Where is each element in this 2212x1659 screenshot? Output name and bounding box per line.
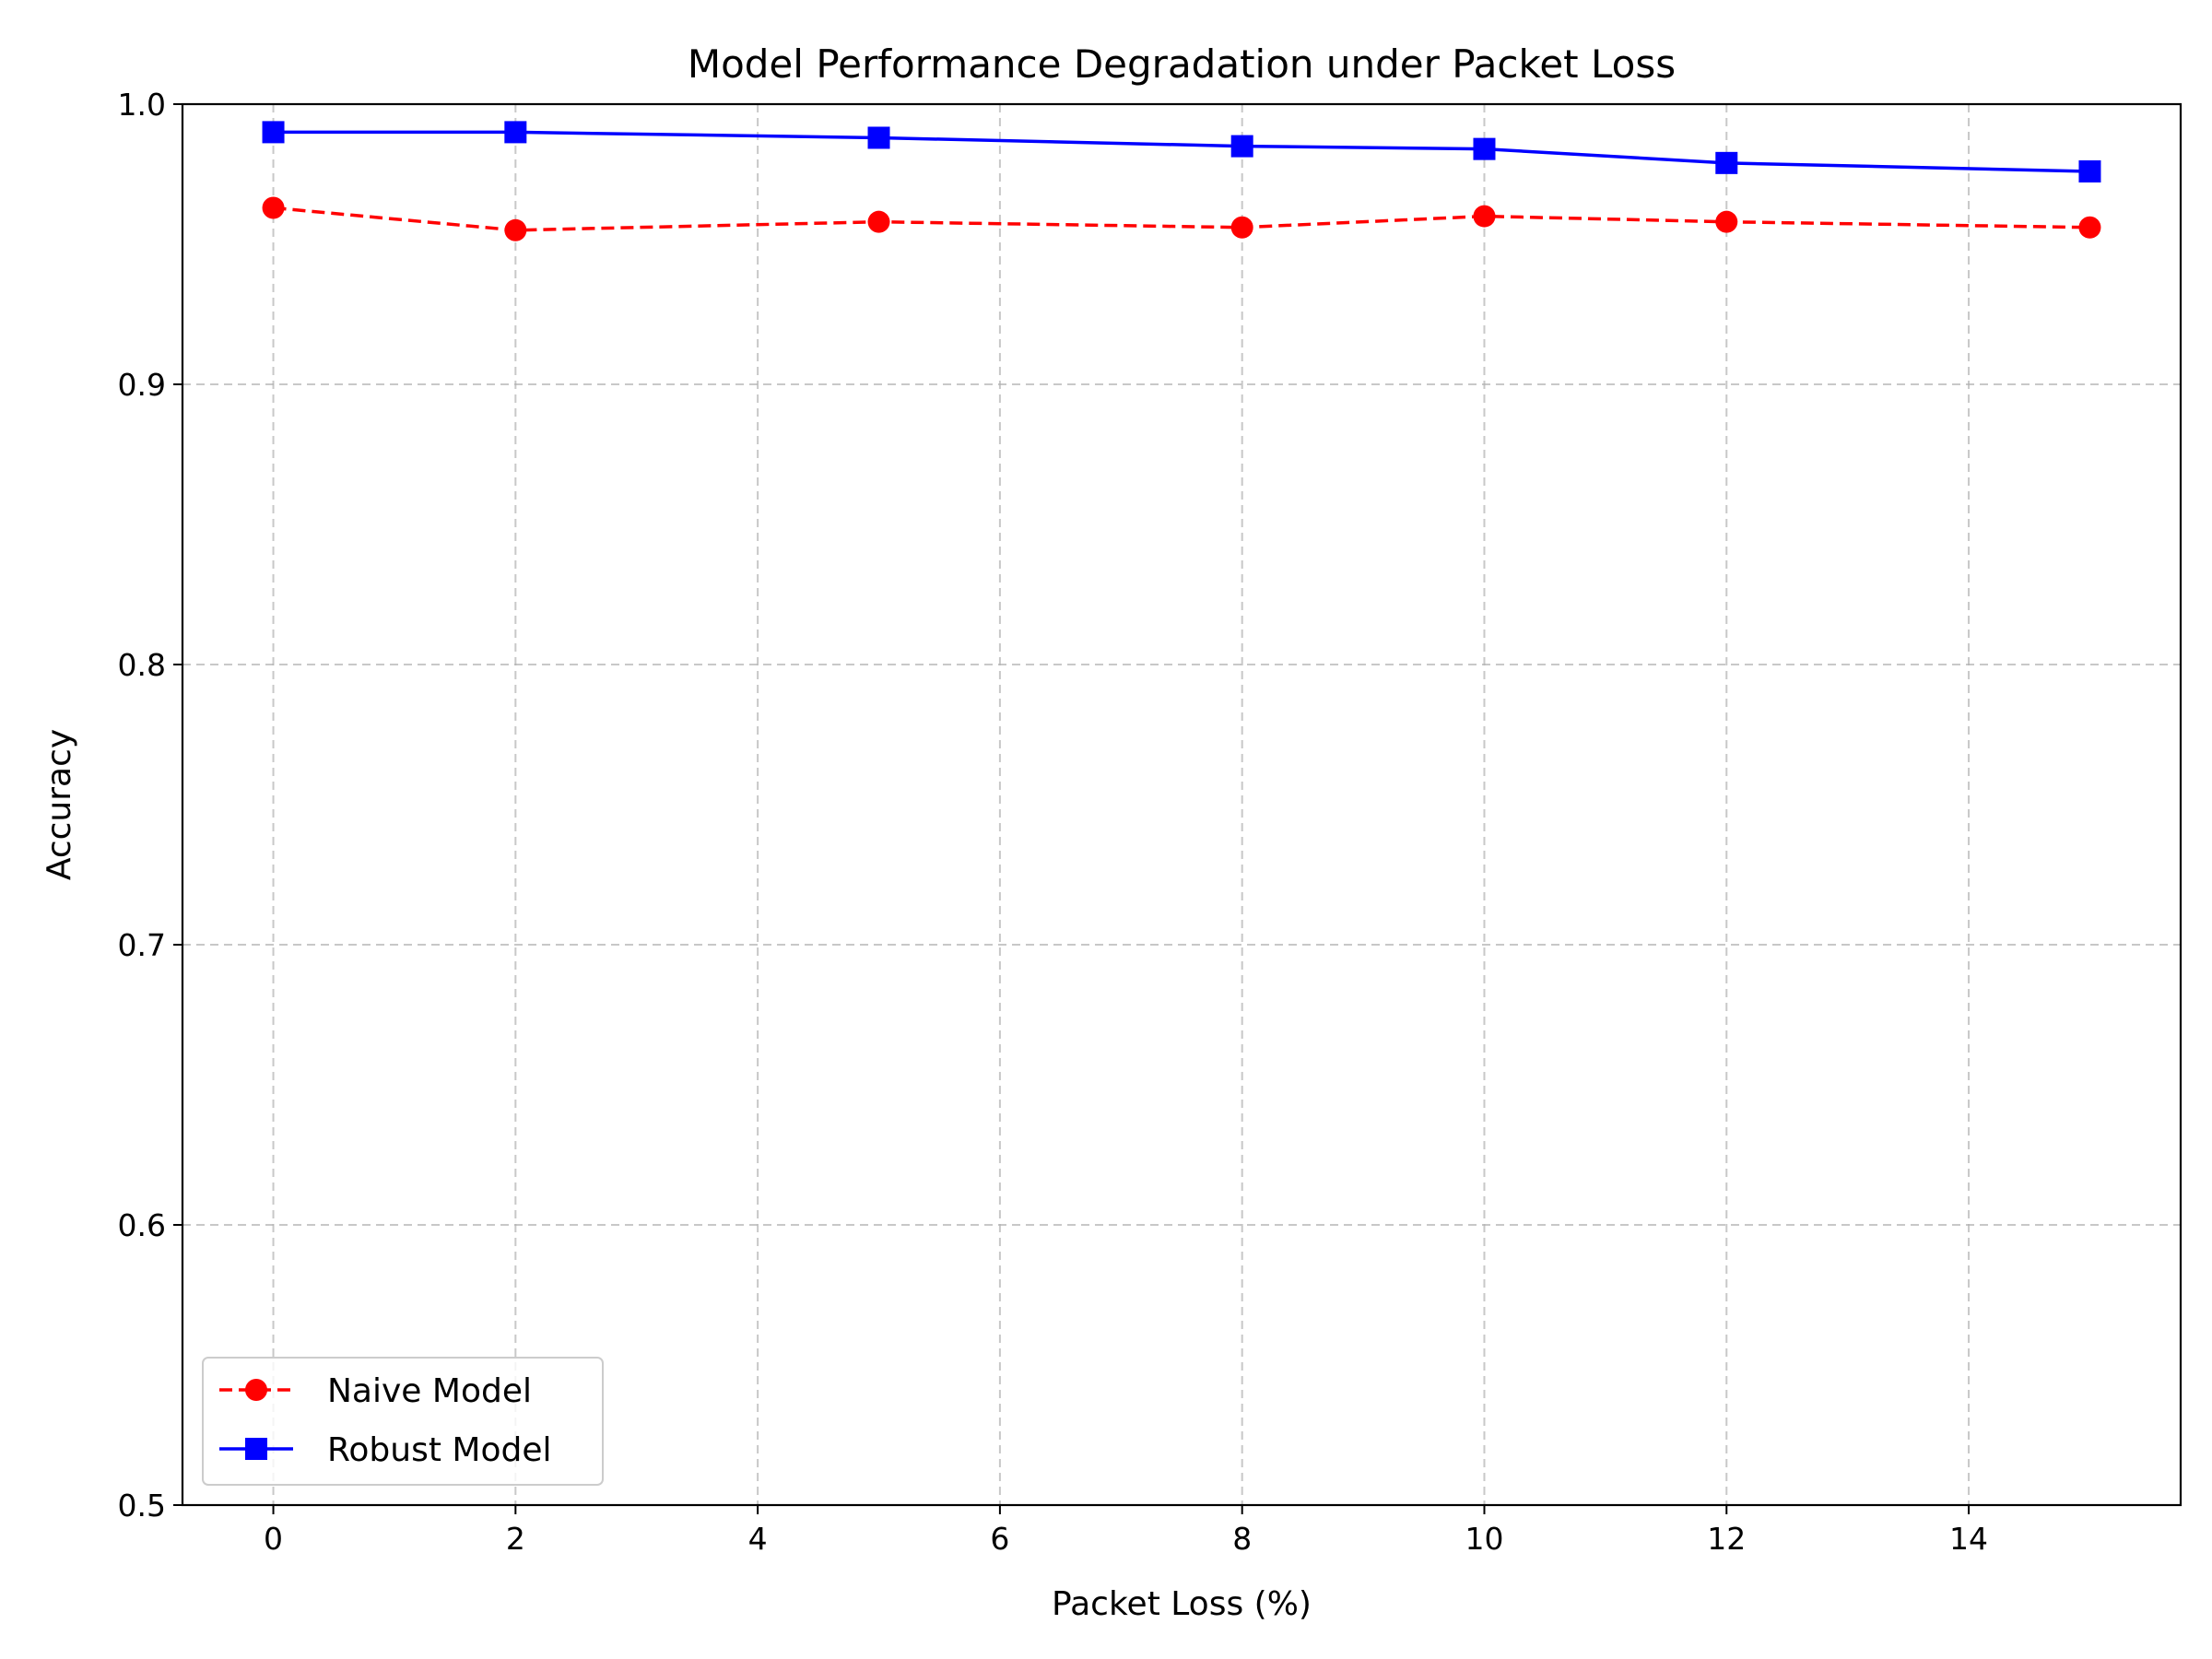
x-tick-label: 14 [1949,1521,1988,1557]
x-axis-label: Packet Loss (%) [1052,1585,1312,1623]
data-point-robust-model [1715,151,1738,174]
legend-robust-label: Robust Model [327,1431,552,1469]
y-tick-label: 0.9 [118,367,166,403]
series-robust-model [262,121,2101,182]
legend-naive-marker [245,1379,267,1401]
data-point-robust-model [1473,137,1496,160]
x-tick-label: 2 [506,1521,525,1557]
data-point-naive-model [1715,210,1738,233]
x-tick-label: 0 [264,1521,283,1557]
x-tick-label: 8 [1232,1521,1252,1557]
plot-frame [181,102,2183,1507]
x-tick-label: 12 [1707,1521,1746,1557]
axis-ticks: 0 2 4 6 8 10 12 14 0.5 0.6 0.7 0.8 0.9 1.0 [118,87,1989,1557]
x-tick-label: 6 [990,1521,1009,1557]
series-naive-model [262,196,2101,241]
y-tick-label: 0.5 [118,1488,166,1524]
legend-robust-marker [245,1438,267,1460]
data-point-naive-model [504,218,527,241]
legend-naive-label: Naive Model [327,1372,532,1410]
x-tick-label: 10 [1465,1521,1503,1557]
y-tick-label: 0.6 [118,1207,166,1243]
data-point-robust-model [504,121,527,144]
y-tick-label: 0.8 [118,647,166,683]
legend-entry-naive-model: Naive Model [219,1372,532,1410]
y-tick-label: 1.0 [118,87,166,123]
data-point-robust-model [867,126,890,149]
data-point-naive-model [2078,216,2101,239]
data-point-robust-model [1230,135,1253,158]
x-tick-label: 4 [748,1521,768,1557]
plot-area [182,104,2181,1505]
data-point-robust-model [2078,159,2101,182]
y-tick-label: 0.7 [118,927,166,963]
y-axis-label: Accuracy [41,729,78,880]
data-point-naive-model [1230,216,1253,239]
data-point-naive-model [1473,205,1496,228]
legend: Naive Model Robust Model [202,1357,604,1486]
data-point-robust-model [262,121,285,144]
series-layer [262,121,2101,241]
data-point-naive-model [867,210,890,233]
chart-title: Model Performance Degradation under Pack… [688,41,1676,87]
data-point-naive-model [262,196,285,219]
legend-entry-robust-model: Robust Model [219,1431,552,1469]
legend-box [202,1357,604,1486]
